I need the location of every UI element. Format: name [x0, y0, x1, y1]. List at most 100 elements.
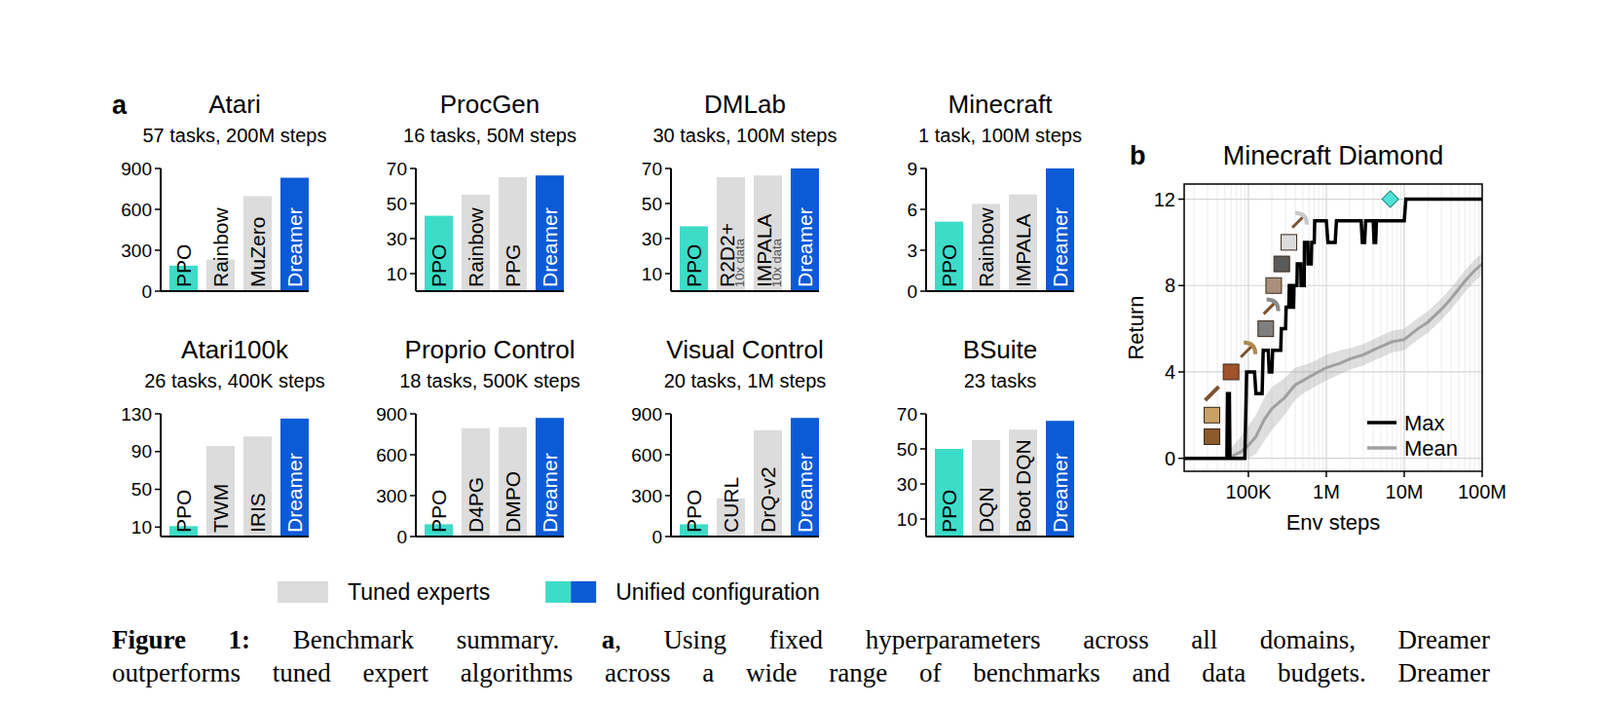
bar-label: DQN	[974, 486, 998, 533]
bar-label: Rainbow	[974, 206, 998, 288]
legend-label: Max	[1404, 410, 1446, 436]
y-tick	[409, 494, 416, 497]
x-tick	[1325, 471, 1328, 478]
y-tick-label: 600	[120, 199, 152, 221]
y-tick	[665, 412, 671, 415]
y-grid-line	[1184, 285, 1483, 287]
plot-frame	[1184, 184, 1483, 472]
y-tick	[665, 202, 671, 205]
bars	[424, 417, 564, 537]
y-tick	[154, 526, 161, 529]
y-tick-label: 90	[131, 441, 152, 462]
x-axis	[160, 535, 309, 538]
panel-title: Proprio Control	[405, 334, 576, 365]
y-tick	[409, 535, 416, 538]
minor-grid-line	[1207, 184, 1209, 472]
y-tick	[665, 494, 671, 497]
bars	[934, 168, 1075, 292]
bar	[535, 175, 564, 292]
bar-label: DMPO	[501, 471, 524, 533]
caption-part: Benchmark summary.	[293, 625, 560, 655]
legend-swatch	[545, 581, 571, 603]
x-tick-label: 1M	[1312, 481, 1340, 503]
y-tick-label: 10	[641, 263, 663, 285]
bar-label: PPO	[427, 244, 450, 288]
caption-part: a	[601, 625, 616, 655]
x-axis	[926, 290, 1075, 293]
bar-label: D4PG	[464, 477, 487, 533]
y-tick	[1178, 457, 1185, 460]
y-tick-label: 70	[896, 404, 918, 425]
minor-grid-line	[1391, 184, 1393, 472]
panel-subtitle: 57 tasks, 200M steps	[143, 124, 328, 147]
y-tick	[665, 535, 671, 538]
x-tick	[1247, 471, 1250, 478]
y-tick-label: 70	[386, 158, 408, 180]
legend-label: Tuned experts	[347, 579, 490, 605]
legend-label: Unified configuration	[615, 579, 820, 605]
item-icon	[1381, 190, 1399, 208]
bar-label: Dreamer	[538, 207, 561, 288]
y-tick-label: 50	[641, 193, 663, 215]
panel-title: BSuite	[963, 334, 1039, 365]
panel-title: ProcGen	[440, 89, 541, 119]
y-tick-label: 300	[120, 240, 152, 261]
bar	[280, 178, 309, 292]
legend: MaxMean	[1367, 410, 1458, 461]
bar-label: DrQ-v2	[756, 466, 780, 533]
y-axis	[925, 413, 928, 537]
minor-grid-line	[1400, 184, 1402, 472]
item-icon	[1243, 342, 1256, 355]
y-tick-label: 3	[906, 240, 918, 261]
y-tick-label: 50	[131, 479, 152, 500]
item-icon	[1205, 386, 1220, 401]
y-tick	[665, 237, 671, 240]
x-axis	[926, 535, 1075, 538]
y-tick	[154, 208, 161, 211]
panel-subtitle: 23 tasks	[964, 370, 1037, 392]
panel-title: Minecraft	[948, 89, 1054, 119]
minor-grid-line	[1464, 184, 1466, 472]
y-tick-label: 0	[141, 281, 152, 302]
y-tick	[920, 412, 927, 415]
y-tick	[920, 249, 927, 252]
legend-swatch	[570, 581, 596, 603]
y-tick-label: 600	[631, 445, 663, 466]
item-icon	[1266, 298, 1279, 311]
y-tick-label: 30	[896, 474, 918, 495]
bar	[461, 194, 490, 292]
y-tick	[920, 167, 927, 170]
y-tick	[920, 290, 927, 293]
y-tick	[920, 518, 927, 521]
minor-grid-line	[1379, 184, 1381, 472]
bar	[1008, 429, 1038, 537]
minor-grid-line	[1318, 184, 1320, 472]
y-tick-label: 70	[641, 158, 663, 180]
y-tick-label: 10	[386, 263, 408, 285]
y-axis-title: Return	[1123, 295, 1149, 360]
bar-label: PPO	[427, 489, 450, 533]
minor-grid-line	[1478, 184, 1480, 472]
x-axis	[670, 290, 819, 293]
bar-label: PPO	[937, 489, 961, 533]
y-tick	[920, 483, 927, 485]
x-tick	[1403, 471, 1406, 478]
caption-part: outperforms tuned expert algorithms acro…	[111, 658, 1490, 688]
bar-label: PPO	[682, 244, 706, 288]
line	[1184, 199, 1483, 459]
item-icon	[1273, 256, 1290, 272]
caption-part: , Using fixed hyperparameters across all…	[614, 625, 1490, 655]
minor-grid-line	[1224, 184, 1226, 472]
bar-label: PPO	[937, 244, 961, 288]
y-tick	[409, 237, 416, 240]
y-axis	[669, 168, 672, 292]
bar	[971, 440, 1001, 537]
bar	[790, 417, 819, 537]
x-tick	[1481, 471, 1484, 478]
minor-grid-line	[1192, 184, 1194, 472]
y-tick	[665, 272, 671, 275]
caption-line: outperforms tuned expert algorithms acro…	[111, 656, 1490, 690]
y-tick	[409, 272, 416, 275]
panel-title: Visual Control	[666, 334, 823, 365]
bar-label: IRIS	[246, 492, 269, 533]
